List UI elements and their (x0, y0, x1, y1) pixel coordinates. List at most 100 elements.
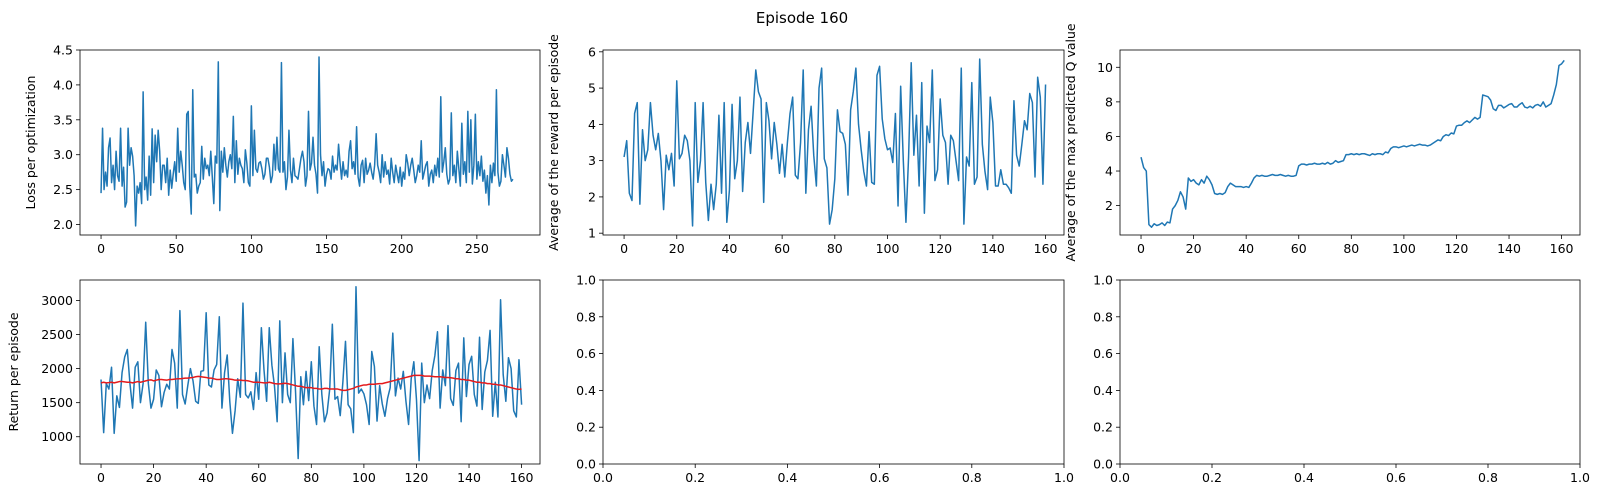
reward-xtick-label: 120 (928, 241, 952, 256)
loss-series-line-0 (100, 56, 514, 227)
return-xtick-label: 20 (146, 470, 162, 485)
subplot-loss: 0 50 100 150 200 250 2.0 2.5 3.0 3.5 4.0 4.5 Loss pe… (23, 43, 541, 256)
subplot-empty2: 0.0 0.2 0.4 0.6 0.8 1.0 0.0 0.2 0.4 0.6 0.8 1.0 (1093, 273, 1590, 486)
return-ytick-label: 1000 (41, 429, 73, 444)
subplot-empty1: 0.0 0.2 0.4 0.6 0.8 1.0 0.0 0.2 0.4 0.6 0.8 1.0 (576, 273, 1074, 486)
maxq-ytick-label: 10 (1097, 60, 1113, 75)
loss-xtick-label: 50 (168, 241, 184, 256)
return-xtick-label: 80 (303, 470, 319, 485)
reward-ylabel: Average of the reward per episode (546, 34, 561, 251)
empty1-axes-frame (602, 279, 1065, 465)
maxq-series-line-0 (1140, 59, 1565, 228)
empty2-axes-frame (1119, 279, 1581, 465)
reward-xtick-label: 0 (620, 241, 628, 256)
empty2-xtick-label: 0.8 (1478, 470, 1498, 485)
empty1-xtick-label: 1.0 (1054, 470, 1074, 485)
subplot-maxq: 0 20 40 60 80 100 120 140 160 2 4 6 8 10 Average of th… (1063, 23, 1581, 262)
empty1-xtick-label: 0.2 (685, 470, 705, 485)
empty2-ytick-label: 0.2 (1093, 420, 1113, 435)
return-ytick-label: 3000 (41, 293, 73, 308)
loss-ylabel: Loss per optimization (23, 76, 38, 210)
return-series-line-1 (100, 374, 522, 392)
empty1-ytick-label: 0.2 (576, 420, 596, 435)
loss-xtick-label: 200 (390, 241, 414, 256)
return-ytick-label: 2500 (41, 327, 73, 342)
maxq-xtick-label: 160 (1550, 241, 1574, 256)
empty2-xtick-label: 0.6 (1386, 470, 1406, 485)
reward-ytick-label: 4 (588, 117, 596, 132)
reward-xtick-label: 140 (981, 241, 1005, 256)
empty2-ytick-label: 0.4 (1093, 383, 1113, 398)
maxq-axes-frame (1119, 49, 1581, 236)
figure-suptitle: Episode 160 (756, 9, 848, 27)
reward-xtick-label: 40 (721, 241, 737, 256)
maxq-ytick-label: 6 (1105, 129, 1113, 144)
loss-ytick-label: 2.5 (53, 182, 73, 197)
loss-ytick-label: 4.0 (53, 77, 73, 92)
maxq-ytick-label: 4 (1105, 164, 1113, 179)
return-xtick-label: 0 (97, 470, 105, 485)
empty1-xtick-label: 0.8 (962, 470, 982, 485)
empty2-ytick-label: 1.0 (1093, 273, 1113, 288)
return-ytick-label: 2000 (41, 361, 73, 376)
reward-ytick-label: 2 (588, 189, 596, 204)
maxq-xtick-label: 100 (1392, 241, 1416, 256)
return-ytick-label: 1500 (41, 395, 73, 410)
return-xtick-label: 120 (405, 470, 429, 485)
loss-ytick-label: 4.5 (53, 43, 73, 58)
empty1-ytick-label: 0.0 (576, 457, 596, 472)
maxq-xtick-label: 20 (1186, 241, 1202, 256)
maxq-xtick-label: 120 (1445, 241, 1469, 256)
empty1-ytick-label: 0.4 (576, 383, 596, 398)
return-axes-frame (79, 279, 541, 465)
empty2-ytick-label: 0.6 (1093, 346, 1113, 361)
return-xtick-label: 160 (510, 470, 534, 485)
empty2-ytick-label: 0.8 (1093, 309, 1113, 324)
empty2-xtick-label: 1.0 (1570, 470, 1590, 485)
empty2-ytick-label: 0.0 (1093, 457, 1113, 472)
empty2-xtick-label: 0.2 (1202, 470, 1222, 485)
loss-ytick-label: 2.0 (53, 217, 73, 232)
subplot-reward: 0 20 40 60 80 100 120 140 160 1 2 3 4 5 6 Average of th… (546, 34, 1065, 256)
maxq-xtick-label: 40 (1238, 241, 1254, 256)
return-xtick-label: 140 (457, 470, 481, 485)
empty1-xtick-label: 0.4 (777, 470, 797, 485)
return-xtick-label: 60 (251, 470, 267, 485)
reward-xtick-label: 60 (774, 241, 790, 256)
reward-xtick-label: 100 (876, 241, 900, 256)
reward-series-line-0 (623, 58, 1047, 227)
empty1-xtick-label: 0.6 (870, 470, 890, 485)
subplot-return: 0 20 40 60 80 100 120 140 160 1000 1500 2000 2500 300… (6, 279, 541, 485)
maxq-xtick-label: 0 (1137, 241, 1145, 256)
reward-ytick-label: 3 (588, 153, 596, 168)
empty1-ytick-label: 0.6 (576, 346, 596, 361)
loss-ytick-label: 3.5 (53, 112, 73, 127)
empty2-xtick-label: 0.0 (1110, 470, 1130, 485)
return-xtick-label: 40 (198, 470, 214, 485)
empty2-xtick-label: 0.4 (1294, 470, 1314, 485)
empty1-ytick-label: 0.8 (576, 309, 596, 324)
loss-xtick-label: 150 (315, 241, 339, 256)
loss-axes-frame (79, 49, 541, 236)
maxq-ylabel: Average of the max predicted Q value (1063, 23, 1078, 262)
maxq-ytick-label: 2 (1105, 198, 1113, 213)
empty1-ytick-label: 1.0 (576, 273, 596, 288)
loss-ytick-label: 3.0 (53, 147, 73, 162)
maxq-xtick-label: 80 (1343, 241, 1359, 256)
maxq-xtick-label: 140 (1497, 241, 1521, 256)
reward-xtick-label: 160 (1034, 241, 1058, 256)
return-ylabel: Return per episode (6, 312, 21, 431)
loss-xtick-label: 0 (97, 241, 105, 256)
loss-xtick-label: 100 (239, 241, 263, 256)
reward-ytick-label: 5 (588, 81, 596, 96)
empty1-xtick-label: 0.0 (593, 470, 613, 485)
reward-xtick-label: 20 (669, 241, 685, 256)
return-xtick-label: 100 (352, 470, 376, 485)
reward-axes-frame (602, 49, 1065, 236)
maxq-ytick-label: 8 (1105, 94, 1113, 109)
reward-ytick-label: 6 (588, 44, 596, 59)
return-series-line-0 (100, 286, 523, 462)
maxq-xtick-label: 60 (1291, 241, 1307, 256)
